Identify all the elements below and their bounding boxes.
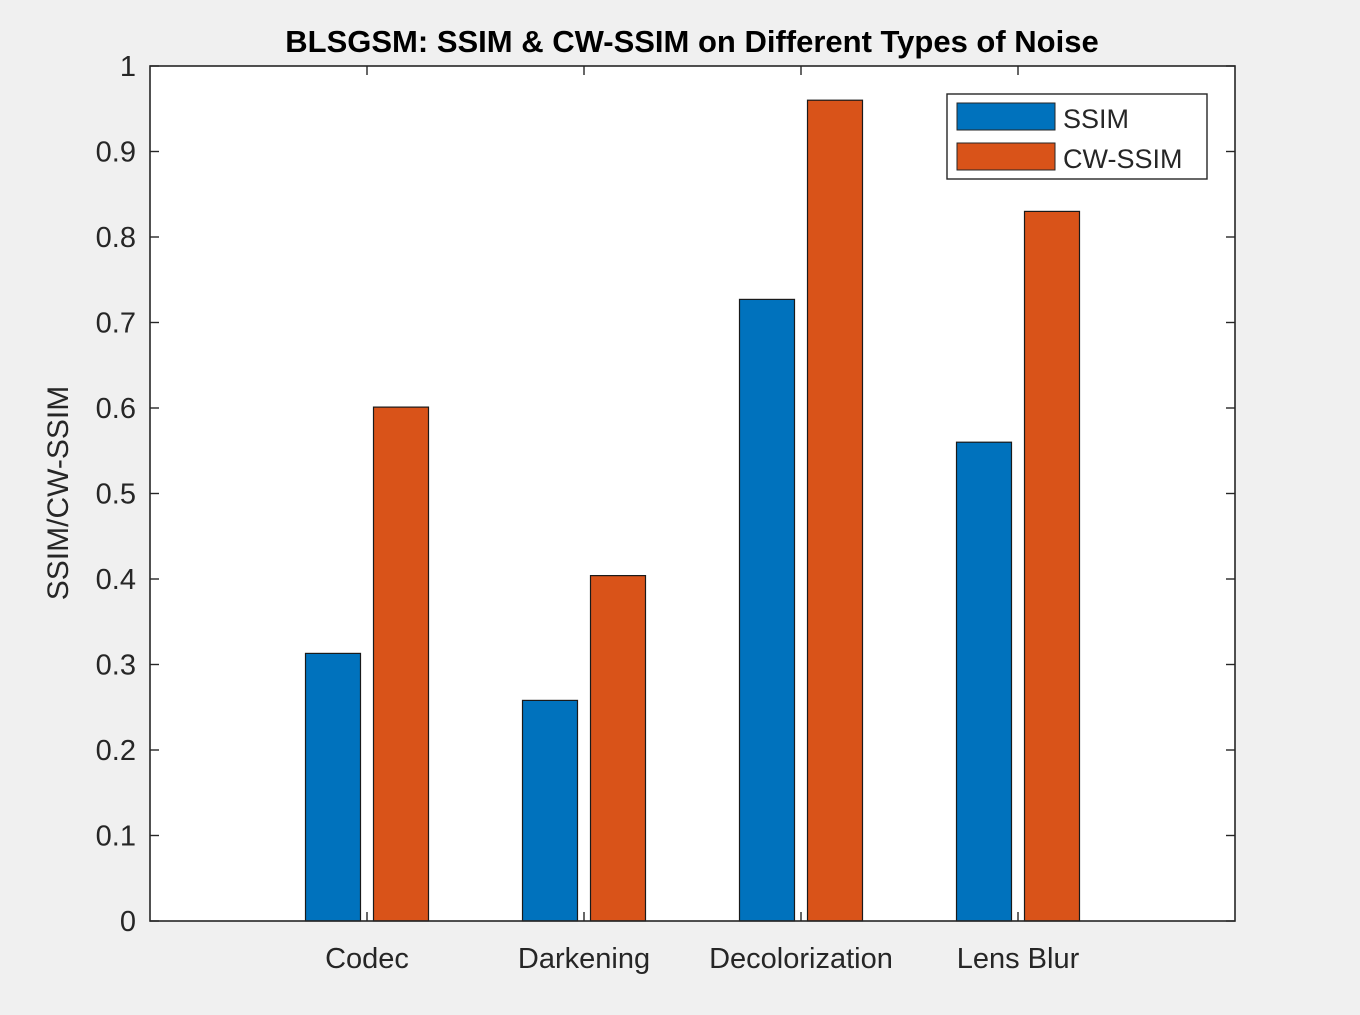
tick-labels-group: 0 0.1 0.2 0.3 0.4 0.5 0.6 0.7 0.8 0.9 1 Codec Darken…	[96, 51, 1080, 975]
y-tick-label: 0.5	[96, 479, 136, 511]
y-tick-label: 0.4	[96, 564, 136, 596]
x-tick-label: Darkening	[518, 943, 650, 975]
x-tick-label: Codec	[325, 943, 409, 975]
y-tick-label: 0.3	[96, 650, 136, 682]
bar-cw-ssim-lens-blur	[1023, 210, 1081, 922]
bar-ssim-lens-blur	[955, 441, 1013, 922]
legend-label-ssim: SSIM	[1063, 104, 1129, 134]
bar-cw-ssim-codec	[372, 406, 430, 922]
bar-cw-ssim-darkening	[589, 574, 647, 922]
bar-ssim-decolorization	[738, 298, 796, 922]
legend-swatch-ssim	[956, 102, 1056, 131]
bars-group	[304, 99, 1081, 922]
y-tick-label: 0.1	[96, 821, 136, 853]
y-tick-label: 0	[120, 906, 136, 938]
y-tick-label: 0.7	[96, 308, 136, 340]
y-tick-label: 0.2	[96, 735, 136, 767]
legend: SSIM CW-SSIM	[946, 93, 1208, 180]
legend-swatch-cw-ssim	[956, 142, 1056, 171]
y-tick-label: 1	[120, 51, 136, 83]
y-axis-label: SSIM/CW-SSIM	[42, 386, 75, 600]
bar-ssim-codec	[304, 652, 362, 922]
bar-ssim-darkening	[521, 699, 579, 922]
legend-label-cw-ssim: CW-SSIM	[1063, 144, 1183, 174]
ticks-group	[150, 65, 1235, 922]
chart-title: BLSGSM: SSIM & CW-SSIM on Different Type…	[285, 24, 1098, 59]
y-tick-label: 0.8	[96, 222, 136, 254]
y-tick-label: 0.6	[96, 393, 136, 425]
x-tick-label: Lens Blur	[957, 943, 1080, 975]
x-tick-label: Decolorization	[709, 943, 893, 975]
bar-cw-ssim-decolorization	[806, 99, 864, 922]
y-tick-label: 0.9	[96, 137, 136, 169]
